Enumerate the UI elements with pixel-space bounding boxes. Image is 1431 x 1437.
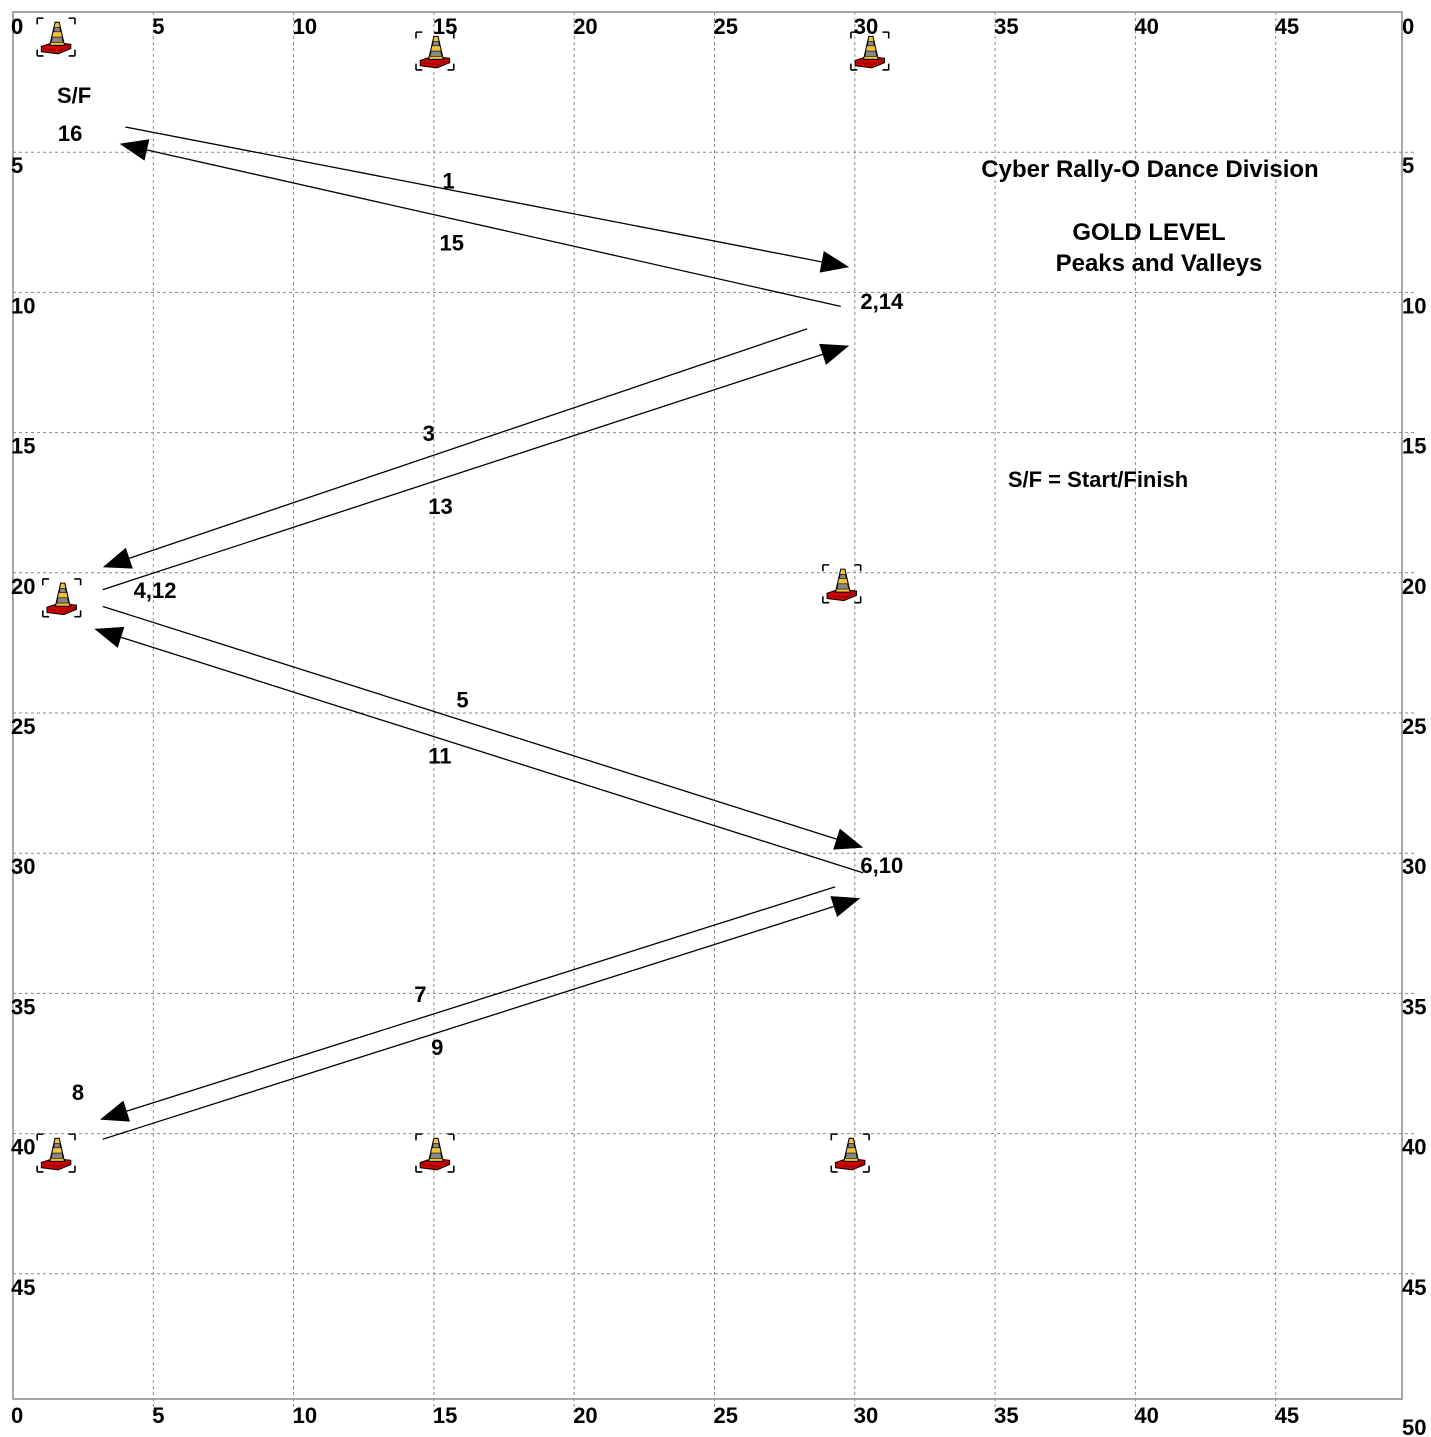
x-tick-label-bottom: 5 <box>152 1403 164 1428</box>
path-leg-line <box>129 328 808 559</box>
x-tick-label-top: 40 <box>1134 14 1158 39</box>
y-tick-label-right: 35 <box>1402 994 1426 1019</box>
leg-number-label: 3 <box>423 421 435 446</box>
y-axis-right: 0 5 10 15 20 25 30 35 40 45 <box>1402 14 1426 1300</box>
x-tick-label-bottom: 35 <box>994 1403 1018 1428</box>
x-tick-label-top: 35 <box>994 14 1018 39</box>
y-tick-label-left: 20 <box>11 574 35 599</box>
y-tick-label-right: 15 <box>1402 434 1426 459</box>
y-tick-label-left: 10 <box>11 293 35 318</box>
arrowhead <box>819 251 850 273</box>
leg-number-label: 9 <box>431 1035 443 1060</box>
y-tick-label-right: 0 <box>1402 14 1414 39</box>
y-tick-label-left: 5 <box>11 153 23 178</box>
y-tick-label-right: 10 <box>1402 293 1426 318</box>
x-tick-label-bottom: 30 <box>854 1403 878 1428</box>
corner-tick-label: 50 <box>1402 1415 1426 1437</box>
x-tick-label-top: 30 <box>854 14 878 39</box>
leg-number-label: 7 <box>414 982 426 1007</box>
y-tick-label-left: 30 <box>11 854 35 879</box>
path-leg-line <box>120 636 864 874</box>
station-label: 6,10 <box>860 853 903 878</box>
path-leg-line <box>146 149 841 308</box>
station-label: 4,12 <box>134 578 177 603</box>
leg-number-label: 5 <box>456 687 468 712</box>
x-axis-top: 0 5 10 15 20 25 30 35 40 45 <box>11 14 1299 39</box>
x-tick-label-bottom: 0 <box>11 1403 23 1428</box>
y-tick-label-left: 45 <box>11 1275 35 1300</box>
cone-icon <box>36 1133 76 1173</box>
arrowhead <box>94 626 125 648</box>
x-tick-label-bottom: 15 <box>433 1403 457 1428</box>
station-label: 8 <box>72 1080 84 1105</box>
x-axis-bottom: 0 5 10 15 20 25 30 35 40 45 <box>11 1403 1299 1428</box>
arrowhead <box>833 828 864 850</box>
leg-number-label: 11 <box>428 743 451 768</box>
title-line-2: GOLD LEVEL <box>1072 219 1225 246</box>
start-finish-label: S/F <box>57 83 91 108</box>
x-tick-label-bottom: 10 <box>293 1403 317 1428</box>
y-tick-label-right: 45 <box>1402 1275 1426 1300</box>
arrowhead <box>830 896 861 918</box>
path-leg-line <box>102 353 823 591</box>
arrowhead <box>119 139 150 161</box>
x-tick-label-top: 5 <box>152 14 164 39</box>
legend-note: S/F = Start/Finish <box>1008 467 1188 492</box>
arrowhead <box>99 1100 131 1122</box>
y-tick-label-left: 15 <box>11 434 35 459</box>
x-tick-label-bottom: 45 <box>1275 1403 1299 1428</box>
path-leg-line <box>102 905 834 1140</box>
x-tick-label-top: 20 <box>573 14 597 39</box>
cone-icon <box>42 578 82 618</box>
leg-number-label: 15 <box>440 230 464 255</box>
y-axis-left: 0 5 10 15 20 25 30 35 40 45 <box>11 14 35 1300</box>
y-tick-label-right: 20 <box>1402 574 1426 599</box>
y-tick-label-right: 40 <box>1402 1135 1426 1160</box>
x-tick-label-top: 45 <box>1275 14 1299 39</box>
station-labels: 16 2,14 4,12 6,10 8 <box>58 121 904 1105</box>
y-tick-label-left: 35 <box>11 994 35 1019</box>
leg-number-label: 1 <box>442 169 454 194</box>
y-tick-label-right: 30 <box>1402 854 1426 879</box>
station-label: 2,14 <box>860 289 904 314</box>
cone-icon <box>830 1133 870 1173</box>
y-tick-label-left: 40 <box>11 1135 35 1160</box>
x-tick-label-top: 0 <box>11 14 23 39</box>
path-leg-line <box>126 886 836 1112</box>
path-legs: 1 15 3 13 5 11 7 9 <box>94 126 864 1140</box>
y-tick-label-right: 5 <box>1402 153 1414 178</box>
leg-number-label: 13 <box>428 494 452 519</box>
x-tick-label-bottom: 25 <box>714 1403 738 1428</box>
cone-icon <box>415 1133 455 1173</box>
course-frame <box>12 11 1403 1400</box>
x-tick-label-bottom: 40 <box>1134 1403 1158 1428</box>
y-tick-label-left: 0 <box>11 14 23 39</box>
x-tick-label-top: 25 <box>714 14 738 39</box>
x-tick-label-top: 10 <box>293 14 317 39</box>
title-line-1: Cyber Rally-O Dance Division <box>981 156 1318 183</box>
path-leg-line <box>102 605 837 840</box>
y-tick-label-left: 25 <box>11 714 35 739</box>
y-tick-label-right: 25 <box>1402 714 1426 739</box>
cone-icon <box>36 17 76 57</box>
path-leg-line <box>125 126 822 263</box>
arrowhead <box>102 547 133 569</box>
x-tick-label-bottom: 20 <box>573 1403 597 1428</box>
arrowhead <box>819 343 850 365</box>
station-label: 16 <box>58 121 82 146</box>
title-line-3: Peaks and Valleys <box>1056 250 1263 277</box>
